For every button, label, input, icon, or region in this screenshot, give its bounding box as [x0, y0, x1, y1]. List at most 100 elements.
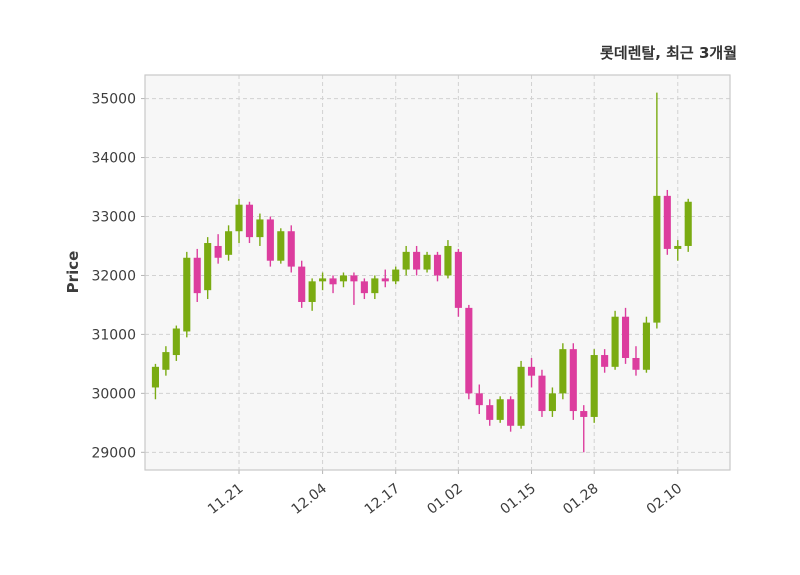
candle-down [298, 260, 306, 308]
candle-body [632, 357, 640, 370]
candle-body [423, 254, 431, 270]
candle-up [684, 198, 692, 252]
candle-down [507, 396, 515, 432]
candle-down [465, 304, 473, 400]
candle-up [277, 228, 285, 264]
candle-up [517, 360, 525, 429]
y-tick-label: 29000 [91, 445, 136, 461]
candle-body [621, 316, 630, 358]
candle-body [225, 231, 233, 255]
candle-body [360, 281, 368, 294]
candle-up [642, 316, 650, 373]
candle-body [329, 278, 337, 285]
candle-body [183, 257, 191, 332]
candle-up [402, 245, 410, 276]
candle-up [151, 363, 159, 400]
candle-up [162, 346, 170, 376]
candle-up [308, 278, 316, 311]
candle-body [517, 366, 525, 426]
x-tick-label: 12.17 [362, 481, 403, 518]
candle-down [538, 369, 546, 417]
candle-body [601, 355, 609, 367]
candle-up [674, 240, 682, 261]
candle-body [214, 245, 222, 258]
candle-body [308, 281, 316, 302]
candle-up [611, 310, 619, 370]
candle-body [465, 307, 473, 394]
candle-up [235, 198, 243, 244]
candle-body [507, 399, 515, 426]
candle-body [580, 411, 588, 417]
candle-up [548, 387, 556, 417]
candle-up [339, 272, 348, 288]
candle-up [225, 225, 233, 261]
candle-up [183, 251, 191, 338]
candle-up [319, 272, 327, 291]
chart-title: 롯데렌탈, 최근 3개월 [600, 44, 737, 62]
y-tick-label: 35000 [91, 92, 136, 108]
candle-down [454, 248, 462, 317]
candle-body [392, 269, 400, 282]
candle-up [172, 325, 180, 361]
candle-body [454, 251, 462, 308]
candle-down [266, 216, 274, 267]
candle-down [360, 278, 368, 300]
y-axis-title: Price [64, 251, 82, 294]
plot-border [144, 74, 731, 471]
candle-body [475, 393, 483, 406]
candle-body [684, 201, 692, 246]
candle-body [256, 219, 264, 238]
candle-body [538, 375, 546, 412]
x-tick-label: 11.21 [205, 481, 246, 518]
candle-up [392, 266, 400, 285]
candle-body [413, 251, 421, 270]
y-tick-label: 34000 [91, 151, 136, 167]
candle-down [413, 245, 421, 276]
candle-body [193, 257, 201, 294]
candle-body [527, 366, 536, 376]
candle-body [433, 254, 442, 276]
candle-down [486, 399, 494, 426]
y-tick-label: 30000 [91, 386, 136, 402]
candle-body [559, 349, 567, 394]
candle-down [214, 234, 222, 264]
candle-body [611, 316, 619, 367]
candle-down [475, 384, 483, 414]
candle-down [663, 189, 671, 255]
candle-body [172, 328, 180, 356]
candle-body [151, 366, 159, 388]
candle-body [350, 275, 358, 282]
y-tick-label: 33000 [91, 209, 136, 225]
candle-up [496, 396, 504, 423]
candle-body [162, 352, 170, 370]
candle-body [444, 245, 452, 276]
candle-down [527, 357, 536, 388]
candle-down [245, 201, 254, 244]
candle-body [266, 219, 274, 261]
candle-up [204, 237, 212, 300]
candle-body [663, 195, 671, 249]
candle-body [496, 399, 504, 420]
y-tick-label: 32000 [91, 268, 136, 284]
candle-body [590, 355, 598, 417]
candle-body [674, 245, 682, 249]
candle-down [632, 346, 640, 376]
candle-up [371, 275, 379, 300]
candle-body [204, 243, 212, 291]
candle-up [444, 240, 452, 279]
x-tick-label: 01.28 [560, 481, 601, 518]
candle-down [329, 275, 337, 294]
candle-body [277, 231, 285, 261]
x-tick-label: 01.15 [498, 481, 539, 518]
candle-body [371, 278, 379, 294]
candle-body [298, 266, 306, 302]
candle-body [339, 275, 348, 282]
candle-body [381, 278, 389, 282]
y-tick-label: 31000 [91, 327, 136, 343]
candle-down [287, 225, 295, 273]
candle-body [642, 322, 650, 370]
candle-body [569, 349, 577, 412]
x-tick-label: 12.04 [289, 480, 331, 517]
candle-down [621, 307, 630, 364]
